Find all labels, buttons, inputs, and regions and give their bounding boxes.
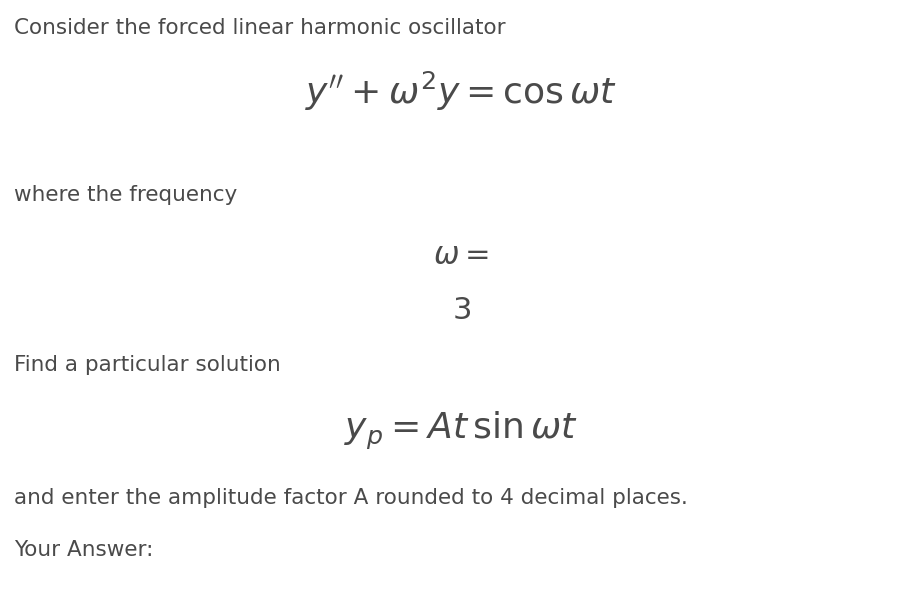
Text: Your Answer:: Your Answer: xyxy=(14,540,153,560)
Text: $\omega =$: $\omega =$ xyxy=(433,240,489,271)
Text: Find a particular solution: Find a particular solution xyxy=(14,355,281,375)
Text: Consider the forced linear harmonic oscillator: Consider the forced linear harmonic osci… xyxy=(14,18,505,38)
Text: $y'' + \omega^2 y = \mathrm{cos}\,\omega t$: $y'' + \omega^2 y = \mathrm{cos}\,\omega… xyxy=(305,70,617,113)
Text: and enter the amplitude factor A rounded to 4 decimal places.: and enter the amplitude factor A rounded… xyxy=(14,488,688,508)
Text: $y_p = At\,\mathrm{sin}\,\omega t$: $y_p = At\,\mathrm{sin}\,\omega t$ xyxy=(344,410,578,452)
Text: $3$: $3$ xyxy=(452,295,470,326)
Text: where the frequency: where the frequency xyxy=(14,185,237,205)
